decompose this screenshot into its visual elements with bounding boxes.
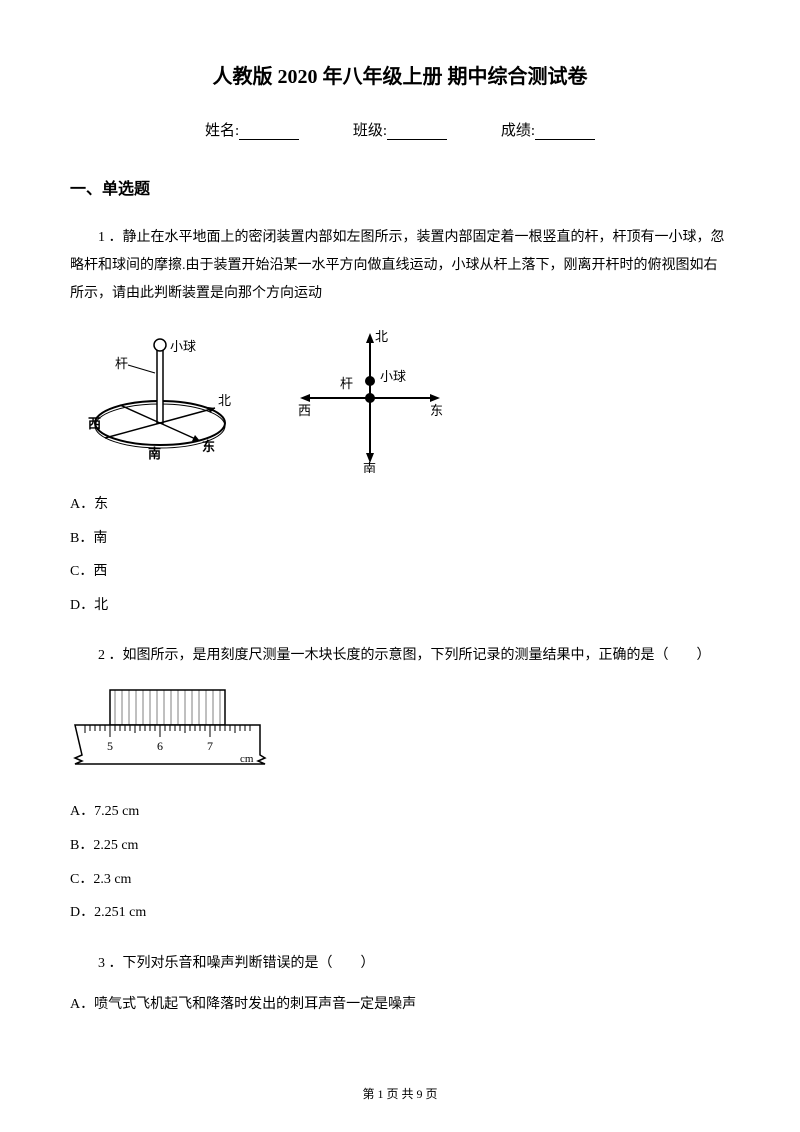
question-3-text: 3 ．下列对乐音和噪声判断错误的是（ ） <box>70 950 730 978</box>
svg-text:7: 7 <box>207 739 213 753</box>
svg-text:东: 东 <box>430 403 443 418</box>
name-blank <box>239 124 299 140</box>
q3-option-a: A．喷气式飞机起飞和降落时发出的刺耳声音一定是噪声 <box>70 988 730 1022</box>
q1-option-d: D．北 <box>70 589 730 623</box>
svg-text:6: 6 <box>157 739 163 753</box>
q1-figure-left: 杆 小球 北 南 东 西 <box>70 323 250 473</box>
svg-text:cm: cm <box>240 753 254 765</box>
q2-ruler-figure: 5 6 7 cm <box>70 685 270 780</box>
svg-text:西: 西 <box>88 416 101 431</box>
svg-text:东: 东 <box>202 439 215 454</box>
svg-text:小球: 小球 <box>170 339 196 354</box>
question-2-figure: 5 6 7 cm <box>70 685 730 780</box>
q2-option-b: B．2.25 cm <box>70 829 730 863</box>
q1-figure-right: 杆 小球 北 南 东 西 <box>290 323 450 473</box>
student-info: 姓名: 班级: 成绩: <box>70 119 730 140</box>
q1-option-a: A．东 <box>70 488 730 522</box>
question-1-figures: 杆 小球 北 南 东 西 杆 小球 北 南 东 西 <box>70 323 730 473</box>
svg-text:5: 5 <box>107 739 113 753</box>
q1-option-b: B．南 <box>70 522 730 556</box>
svg-text:南: 南 <box>148 446 161 461</box>
section-heading: 一、单选题 <box>70 175 730 199</box>
class-blank <box>387 124 447 140</box>
svg-text:北: 北 <box>375 329 388 344</box>
question-3-options: A．喷气式飞机起飞和降落时发出的刺耳声音一定是噪声 <box>70 988 730 1022</box>
class-label: 班级: <box>353 123 387 139</box>
question-3: 3 ．下列对乐音和噪声判断错误的是（ ） A．喷气式飞机起飞和降落时发出的刺耳声… <box>70 950 730 1022</box>
question-2: 2 ．如图所示，是用刻度尺测量一木块长度的示意图，下列所记录的测量结果中，正确的… <box>70 642 730 929</box>
question-2-options: A．7.25 cm B．2.25 cm C．2.3 cm D．2.251 cm <box>70 795 730 929</box>
svg-text:北: 北 <box>218 393 231 408</box>
q1-option-c: C．西 <box>70 555 730 589</box>
q2-option-d: D．2.251 cm <box>70 896 730 930</box>
question-1-text: 1 ．静止在水平地面上的密闭装置内部如左图所示，装置内部固定着一根竖直的杆，杆顶… <box>70 224 730 308</box>
name-label: 姓名: <box>205 123 239 139</box>
question-1-options: A．东 B．南 C．西 D．北 <box>70 488 730 622</box>
svg-text:南: 南 <box>363 461 376 473</box>
question-1: 1 ．静止在水平地面上的密闭装置内部如左图所示，装置内部固定着一根竖直的杆，杆顶… <box>70 224 730 622</box>
svg-text:杆: 杆 <box>340 376 353 391</box>
svg-text:西: 西 <box>298 403 311 418</box>
page-footer: 第 1 页 共 9 页 <box>0 1085 800 1102</box>
score-blank <box>535 124 595 140</box>
page-title: 人教版 2020 年八年级上册 期中综合测试卷 <box>70 60 730 89</box>
svg-text:小球: 小球 <box>380 369 406 384</box>
score-label: 成绩: <box>501 123 535 139</box>
question-2-text: 2 ．如图所示，是用刻度尺测量一木块长度的示意图，下列所记录的测量结果中，正确的… <box>70 642 730 670</box>
q2-option-a: A．7.25 cm <box>70 795 730 829</box>
svg-text:杆: 杆 <box>115 356 128 371</box>
q2-option-c: C．2.3 cm <box>70 863 730 897</box>
